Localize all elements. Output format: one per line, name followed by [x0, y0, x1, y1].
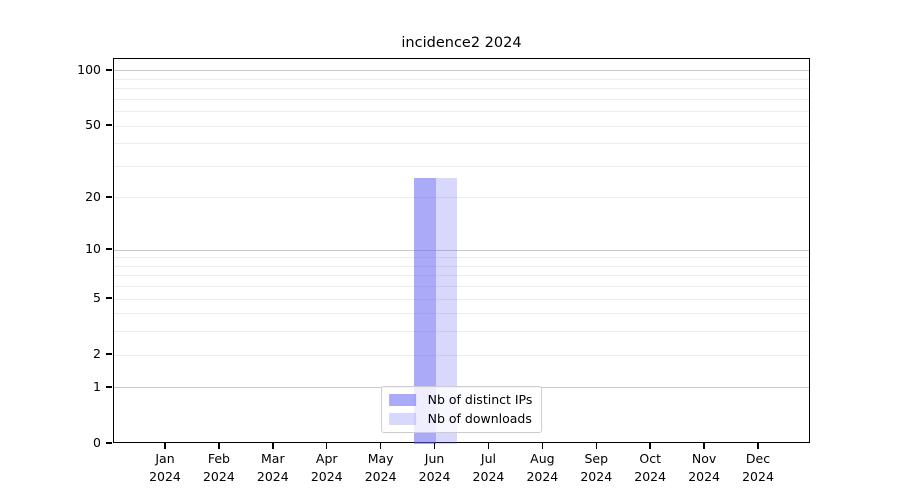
bar-nb-of-downloads [435, 177, 458, 444]
x-tick-label: Apr 2024 [295, 450, 359, 485]
y-gridline-major [114, 249, 809, 251]
x-tick-year-label: 2024 [364, 468, 397, 484]
x-tick-mark [703, 443, 705, 449]
x-tick-mark [272, 443, 274, 449]
y-gridline-minor [114, 265, 809, 267]
legend-swatch-distinct-ips-icon [388, 394, 416, 406]
x-tick-mark [595, 443, 598, 449]
x-tick-label: Jan 2024 [133, 450, 197, 485]
y-tick-mark [106, 353, 112, 355]
y-tick-mark [106, 196, 112, 198]
y-gridline-minor [114, 298, 809, 300]
x-tick-label: Aug 2024 [510, 450, 574, 485]
legend-label-distinct-ips: Nb of distinct IPs [427, 392, 533, 407]
x-tick-mark [379, 443, 382, 449]
y-tick-label: 2 [93, 346, 101, 362]
legend-item-downloads: Nb of downloads [388, 411, 533, 427]
bar-nb-of-distinct-ips [413, 177, 436, 444]
x-tick-year-label: 2024 [634, 468, 667, 484]
x-tick-mark [218, 443, 220, 449]
x-tick-label: May 2024 [349, 450, 413, 485]
x-tick-label: Mar 2024 [241, 450, 305, 485]
plot-area: Nb of distinct IPs Nb of downloads [113, 58, 810, 444]
x-tick-year-label: 2024 [688, 468, 720, 484]
x-tick-mark [164, 443, 166, 449]
x-tick-mark [325, 443, 328, 449]
legend-item-distinct-ips: Nb of distinct IPs [388, 392, 533, 408]
y-gridline-minor [114, 143, 809, 145]
y-tick-mark [106, 248, 112, 250]
x-tick-label: Jul 2024 [456, 450, 520, 485]
y-gridline-minor [114, 111, 809, 113]
y-tick-mark [106, 297, 112, 299]
y-gridline-major [114, 70, 809, 72]
y-tick-label: 10 [85, 241, 101, 257]
x-tick-year-label: 2024 [472, 468, 505, 484]
x-tick-year-label: 2024 [418, 468, 451, 484]
x-tick-mark [649, 443, 651, 449]
x-tick-year-label: 2024 [742, 468, 774, 484]
x-tick-label: Nov 2024 [672, 450, 736, 485]
x-tick-mark [757, 443, 759, 449]
y-gridline-minor [114, 257, 809, 259]
legend-label-downloads: Nb of downloads [427, 411, 532, 426]
x-tick-year-label: 2024 [580, 468, 613, 484]
y-gridline-minor [114, 78, 809, 80]
y-tick-label: 20 [85, 188, 101, 204]
y-tick-mark [106, 69, 112, 71]
x-tick-year-label: 2024 [256, 468, 289, 484]
y-gridline-minor [114, 313, 809, 315]
legend-swatch-downloads-icon [388, 413, 416, 425]
legend: Nb of distinct IPs Nb of downloads [380, 386, 543, 433]
y-gridline-minor [114, 354, 809, 356]
y-tick-mark [106, 124, 112, 126]
x-tick-label: Oct 2024 [618, 450, 682, 485]
x-tick-label: Sep 2024 [564, 450, 628, 485]
x-tick-label: Jun 2024 [403, 450, 467, 485]
x-tick-year-label: 2024 [202, 468, 235, 484]
x-tick-year-label: 2024 [526, 468, 559, 484]
chart-title: incidence2 2024 [401, 35, 522, 51]
y-tick-label: 1 [93, 378, 101, 394]
y-gridline-minor [114, 98, 809, 100]
y-gridline-minor [114, 125, 809, 127]
x-tick-year-label: 2024 [149, 468, 181, 484]
x-tick-mark [487, 443, 490, 449]
x-tick-year-label: 2024 [310, 468, 343, 484]
y-gridline-minor [114, 165, 809, 167]
x-tick-label: Feb 2024 [187, 450, 251, 485]
y-tick-label: 50 [85, 117, 101, 133]
y-gridline-minor [114, 286, 809, 288]
y-gridline-minor [114, 88, 809, 90]
y-gridline-minor [114, 197, 809, 199]
y-tick-label: 100 [77, 61, 101, 77]
y-tick-label: 0 [93, 435, 101, 450]
y-tick-mark [106, 442, 112, 444]
y-gridline-minor [114, 275, 809, 277]
x-tick-mark [433, 443, 436, 449]
x-tick-mark [541, 443, 544, 449]
y-tick-mark [106, 386, 112, 388]
y-gridline-minor [114, 331, 809, 333]
y-tick-label: 5 [93, 290, 101, 306]
x-tick-label: Dec 2024 [726, 450, 790, 485]
